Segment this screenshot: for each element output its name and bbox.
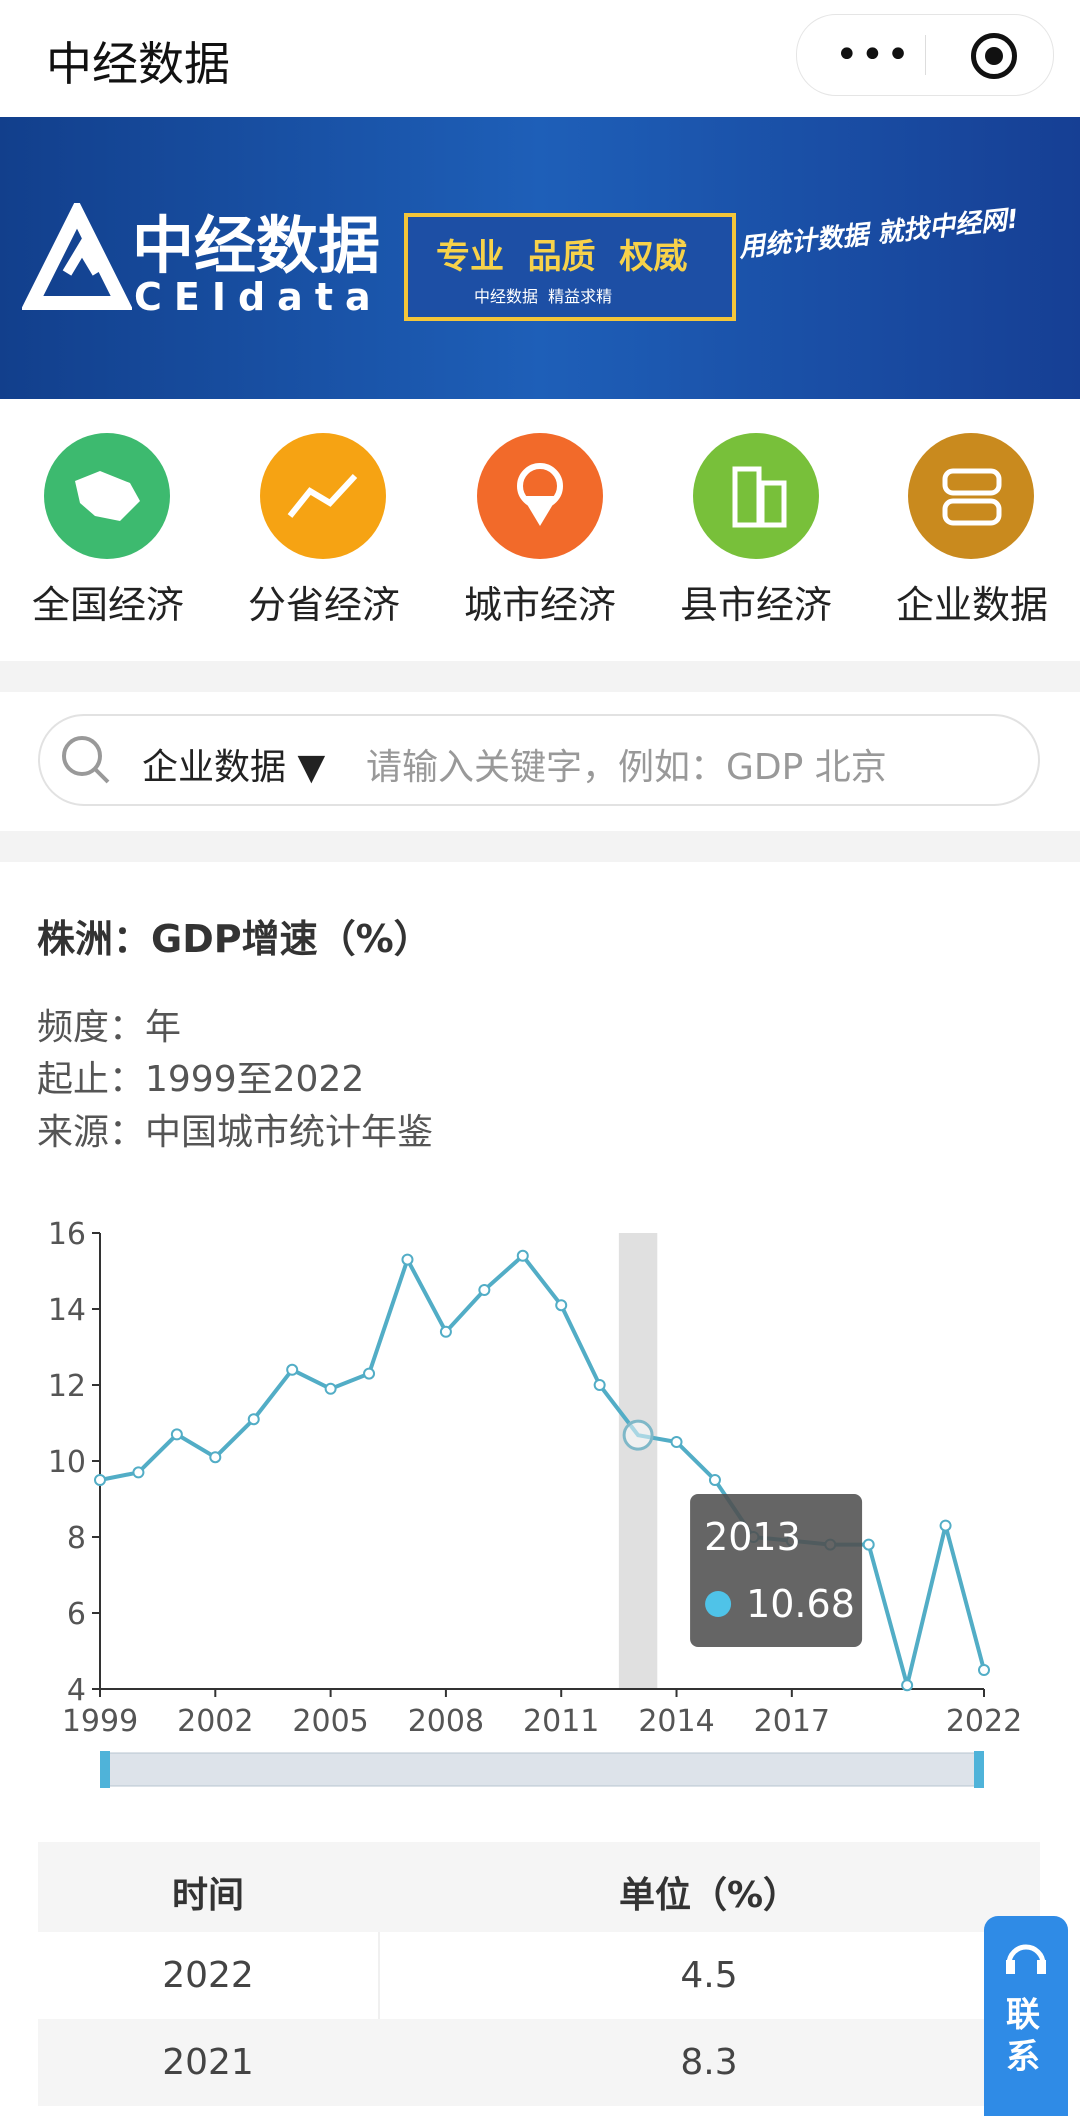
point (593, 1379, 606, 1391)
tooltip-box (690, 1494, 863, 1647)
nav-label[interactable]: 全国经济 (31, 583, 184, 627)
point (94, 1474, 106, 1486)
y-tick-label: 10 (48, 1445, 86, 1480)
point (862, 1538, 875, 1551)
zoom-handle (100, 1751, 110, 1788)
point (622, 1419, 654, 1451)
header-cell: 时间 (171, 1875, 244, 1916)
header-cell: 单位（%） (618, 1875, 800, 1916)
point (670, 1436, 683, 1448)
nav-icon[interactable] (908, 433, 1034, 559)
point (901, 1679, 914, 1692)
x-tick-label: 2002 (177, 1704, 253, 1739)
point (978, 1664, 990, 1676)
value-cell: 8.3 (680, 2042, 738, 2083)
nav-glyphs (75, 463, 1002, 528)
slogan-box: 专业 品质 权威 中经数据 精益求精 (404, 213, 736, 321)
table-header (38, 1842, 1040, 1932)
nav-label[interactable]: 分省经济 (247, 583, 400, 627)
slogan: 专业 品质 权威 (436, 237, 688, 277)
banner[interactable]: 中经数据 CEIdata 专业 品质 权威 中经数据 精益求精 用统计数据 就找… (0, 117, 1080, 399)
info-line: 起止：1999至2022 (37, 1059, 365, 1100)
separator (0, 831, 1080, 862)
nav-icon[interactable] (693, 433, 819, 559)
separator (0, 661, 1080, 692)
motto: 中经数据 精益求精 (474, 287, 613, 306)
tooltip: 2013 10.68 (690, 1494, 863, 1647)
info-line: 频度：年 (37, 1007, 182, 1048)
point (363, 1367, 376, 1380)
close-button[interactable] (971, 33, 1017, 79)
search-icon (62, 736, 110, 784)
point (247, 1413, 260, 1426)
chart-title: 株洲：GDP增速（%） (37, 917, 432, 961)
contact-button[interactable]: 联系 (984, 1916, 1068, 2116)
tooltip-dot (705, 1591, 732, 1617)
x-tick-label: 2014 (638, 1704, 714, 1739)
contact-label[interactable]: 联系 (1006, 1995, 1040, 2077)
y-tick-label: 4 (67, 1673, 86, 1708)
point (555, 1299, 568, 1312)
x-tick-label: 2017 (754, 1704, 830, 1739)
brand: 中经数据 (132, 209, 381, 282)
divider (925, 35, 926, 75)
search-category[interactable]: 企业数据 ▼ (142, 747, 326, 788)
y-tick-label: 6 (67, 1597, 86, 1632)
search-box[interactable]: 企业数据 ▼ 请输入关键字，例如：GDP 北京 (38, 714, 1040, 806)
tagline: 用统计数据 就找中经网! (737, 204, 1020, 264)
x-tick-label: 2005 (292, 1704, 368, 1739)
y-tick-label: 8 (67, 1521, 86, 1556)
nav-label[interactable]: 县市经济 (679, 583, 832, 627)
zoom-handle (974, 1751, 984, 1788)
close-dot (985, 47, 1003, 65)
point (209, 1451, 222, 1464)
hover-band (618, 1233, 658, 1689)
point (324, 1382, 337, 1395)
nav-label[interactable]: 企业数据 (895, 583, 1048, 627)
nav-label[interactable]: 城市经济 (463, 583, 616, 627)
capsule[interactable]: ••• (796, 14, 1054, 96)
info-line: 来源：中国城市统计年鉴 (37, 1112, 434, 1153)
tooltip-title: 2013 (704, 1515, 801, 1559)
x-tick-label: 2022 (946, 1704, 1022, 1739)
point (286, 1363, 299, 1376)
point (516, 1249, 529, 1262)
time-cell: 2022 (162, 1955, 254, 1996)
point (439, 1325, 452, 1338)
x-tick-label: 1999 (62, 1704, 138, 1739)
x-tick-label: 2008 (408, 1704, 484, 1739)
app-title: 中经数据 (46, 37, 230, 91)
point (939, 1519, 952, 1532)
search-placeholder[interactable]: 请输入关键字，例如：GDP 北京 (366, 747, 887, 788)
point (132, 1466, 145, 1479)
top-bar: 中经数据 ••• (0, 0, 1080, 117)
zoom-track (104, 1752, 980, 1787)
more-dots[interactable]: ••• (835, 32, 912, 78)
logo-mark (22, 203, 132, 310)
point (401, 1253, 414, 1266)
chart: 4 6 8 10 12 14 16 1999 2002 2005 2008 2011 2014 2017 2… (48, 1217, 1022, 1788)
tooltip-value: 10.68 (746, 1582, 855, 1626)
point (478, 1284, 491, 1296)
table: 时间 单位（%） 2022 4.5 2021 8.3 (38, 1842, 1040, 2106)
brand-en: CEIdata (134, 275, 383, 319)
column-divider (378, 1932, 380, 2019)
y-tick-label: 12 (48, 1369, 86, 1404)
point (708, 1474, 721, 1486)
contact-icon (1006, 1944, 1046, 1974)
y-tick-label: 14 (48, 1293, 86, 1328)
time-cell: 2021 (162, 2042, 254, 2083)
x-tick-label: 2011 (523, 1704, 599, 1739)
point (170, 1428, 183, 1441)
value-cell: 4.5 (680, 1955, 738, 1996)
y-tick-label: 16 (48, 1217, 86, 1252)
